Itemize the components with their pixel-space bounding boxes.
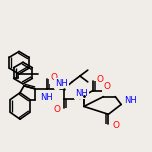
- Text: O: O: [104, 82, 111, 91]
- Text: NH: NH: [40, 93, 52, 102]
- Text: O: O: [53, 105, 60, 114]
- Text: O: O: [97, 75, 104, 84]
- Text: NH: NH: [124, 96, 137, 105]
- Text: NH: NH: [75, 89, 88, 98]
- Text: NH: NH: [55, 79, 68, 88]
- Text: O: O: [112, 121, 119, 130]
- Text: O: O: [50, 73, 57, 83]
